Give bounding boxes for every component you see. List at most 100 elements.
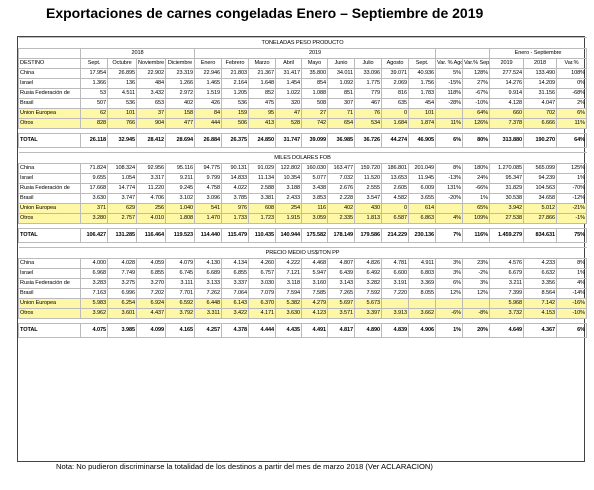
table-row: Rusia Federación de 3.283 3.275 3.270 3.111 3… <box>18 278 588 289</box>
value-cell: 4.582 <box>381 193 409 204</box>
total-cell: 4.890 <box>354 323 382 338</box>
value-cell: 3.311 <box>194 308 222 319</box>
section-title: PRECIO MEDIO US$/TON PP <box>18 247 587 259</box>
value-cell: 904 <box>136 118 166 129</box>
total-cell: 140.944 <box>275 228 302 243</box>
value-cell: -21% <box>555 203 588 214</box>
value-cell: 14.209 <box>523 78 557 89</box>
destination-label: Otros <box>18 213 81 224</box>
value-cell: 6.632 <box>523 268 557 279</box>
total-cell: 4.435 <box>275 323 302 338</box>
value-cell: 27 <box>301 108 328 119</box>
value-cell: -6% <box>435 308 463 319</box>
value-cell: 3.785 <box>221 193 249 204</box>
total-cell: 313.880 <box>489 133 524 148</box>
value-cell: 23% <box>462 258 490 269</box>
value-cell: 402 <box>165 98 195 109</box>
value-cell: 1.040 <box>165 203 195 214</box>
value-cell: 62 <box>80 108 108 119</box>
value-cell: 11.220 <box>136 183 166 194</box>
value-cell <box>462 298 490 309</box>
value-cell: 3.662 <box>408 308 436 319</box>
value-cell: 444 <box>194 118 222 129</box>
table-row: Israel 6.968 7.749 6.855 6.745 6.689 6.855 6.75… <box>18 268 588 279</box>
value-cell: 467 <box>354 98 382 109</box>
value-cell: 6.745 <box>165 268 195 279</box>
value-cell: 1% <box>555 268 588 279</box>
value-cell: 7.163 <box>80 288 108 299</box>
destination-label: Brasil <box>18 98 81 109</box>
value-cell: 9.245 <box>165 183 195 194</box>
value-cell: 475 <box>248 98 276 109</box>
value-cell: 7.749 <box>107 268 137 279</box>
section-title: MILES DOLARES FOB <box>18 152 587 164</box>
value-cell: 702 <box>523 108 557 119</box>
destination-label: Union Europea <box>18 108 81 119</box>
value-cell: 254 <box>275 203 302 214</box>
value-cell: 7.378 <box>489 118 524 129</box>
total-cell: 119.523 <box>165 228 195 243</box>
value-cell: 307 <box>327 98 355 109</box>
value-cell: 5.673 <box>354 298 382 309</box>
section-title: TONELADAS PESO PRODUCTO <box>18 37 587 49</box>
value-cell: -12% <box>555 193 588 204</box>
value-cell: 27.866 <box>523 213 557 224</box>
table-row: Union Europea 371 629 256 1.040 541 976 608 254 1… <box>18 203 588 214</box>
value-cell: 21.367 <box>248 68 276 79</box>
value-cell: 92.956 <box>136 163 166 174</box>
value-cell: 6.855 <box>136 268 166 279</box>
month-header: Marzo <box>248 58 276 69</box>
value-cell: 14.833 <box>221 173 249 184</box>
value-cell: 180% <box>462 163 490 174</box>
value-cell: 3.962 <box>80 308 108 319</box>
value-cell: 131% <box>435 183 463 194</box>
total-cell: 6% <box>555 323 588 338</box>
total-cell: 64% <box>555 133 588 148</box>
value-cell <box>408 298 436 309</box>
value-cell: 10.354 <box>275 173 302 184</box>
total-cell: 44.274 <box>381 133 409 148</box>
total-cell: 32.945 <box>107 133 137 148</box>
value-cell: 8% <box>555 258 588 269</box>
value-cell: 7.262 <box>194 288 222 299</box>
value-cell: 4.911 <box>408 258 436 269</box>
value-cell: 3.571 <box>327 308 355 319</box>
value-cell: 2.069 <box>381 78 409 89</box>
total-cell: 6% <box>435 133 463 148</box>
value-cell: 3.792 <box>165 308 195 319</box>
value-cell: 5.077 <box>301 173 328 184</box>
total-cell: 4.257 <box>194 323 222 338</box>
destination-label: Brasil <box>18 193 81 204</box>
value-cell: 186.801 <box>381 163 409 174</box>
total-cell: 230.136 <box>408 228 436 243</box>
value-cell: 851 <box>327 88 355 99</box>
month-header: Sept. <box>80 58 108 69</box>
value-cell: 3.118 <box>275 278 302 289</box>
total-cell: 24.850 <box>248 133 276 148</box>
total-cell: 39.099 <box>301 133 328 148</box>
value-cell: 4.706 <box>136 193 166 204</box>
value-cell: 4.128 <box>489 98 524 109</box>
total-cell: 28.694 <box>165 133 195 148</box>
value-cell: 3.732 <box>489 308 524 319</box>
value-cell: 95.116 <box>165 163 195 174</box>
value-cell: 4.222 <box>275 258 302 269</box>
month-header: Enero <box>194 58 222 69</box>
table-row: China 71.824 108.324 92.956 95.116 94.775 90.1… <box>18 163 588 174</box>
value-cell: 4.576 <box>489 258 524 269</box>
value-cell: 133.490 <box>523 68 557 79</box>
total-cell: 20% <box>462 323 490 338</box>
value-cell: 1.775 <box>354 78 382 89</box>
value-cell: 22.902 <box>136 68 166 79</box>
value-cell: 4.010 <box>136 213 166 224</box>
value-cell: 635 <box>381 98 409 109</box>
total-cell: 4.075 <box>80 323 108 338</box>
value-cell: 6.689 <box>194 268 222 279</box>
value-cell: 6.492 <box>354 268 382 279</box>
destination-label: China <box>18 68 81 79</box>
destination-label: Otros <box>18 308 81 319</box>
destination-label: Rusia Federación de <box>18 88 81 99</box>
value-cell: 9.211 <box>165 173 195 184</box>
table-row: Otros 3.280 2.757 4.010 1.808 1.470 1.733 1.723… <box>18 213 588 224</box>
destination-label: China <box>18 163 81 174</box>
